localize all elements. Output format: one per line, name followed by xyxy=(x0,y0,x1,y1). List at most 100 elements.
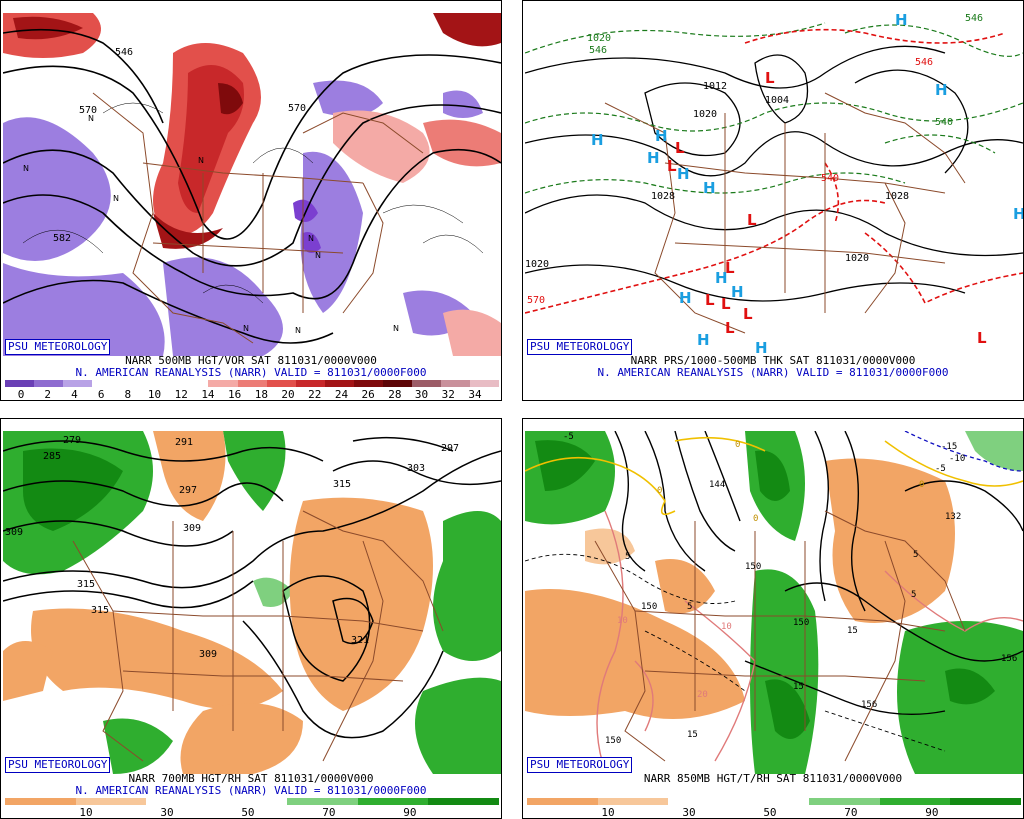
psu-meteorology-badge: PSU METEOROLOGY xyxy=(527,757,633,773)
map-700mb-rh: 279 285 291 297 309 315 315 309 321 297 … xyxy=(3,431,501,774)
colorbar-segment xyxy=(809,798,880,805)
colorbar-segment xyxy=(287,798,358,805)
contour-label: 546 xyxy=(915,57,933,68)
high-pressure-marker: H xyxy=(591,131,604,149)
colorbar-segment xyxy=(597,798,669,805)
colorbar-tick-label: 18 xyxy=(254,388,268,401)
colorbar-tick-label: 50 xyxy=(763,806,777,819)
colorbar-segment xyxy=(179,380,209,387)
contour-label: 309 xyxy=(199,649,217,660)
low-pressure-marker: L xyxy=(675,139,685,157)
contour-label: 1020 xyxy=(845,253,869,264)
contour-label: 297 xyxy=(441,443,459,454)
contour-label: 10 xyxy=(617,616,628,626)
contour-label: 546 xyxy=(589,45,607,56)
panel-500mb-vorticity: 546 570 570 582 N N N N N N N N N PSU ME… xyxy=(0,0,502,401)
low-pressure-marker: L xyxy=(747,211,757,229)
colorbar-tick-label: 30 xyxy=(682,806,696,819)
colorbar xyxy=(5,798,500,805)
high-pressure-marker: H xyxy=(731,283,744,301)
map-850mb-temp-rh: -5 -15 -10 -5 5 5 5 5 15 15 15 144 150 1… xyxy=(525,431,1023,774)
high-pressure-marker: H xyxy=(697,331,710,349)
colorbar-segment xyxy=(237,380,267,387)
colorbar-tick-label: 32 xyxy=(441,388,455,401)
colorbar-segment xyxy=(738,798,810,805)
colorbar-tick-label: 14 xyxy=(201,388,215,401)
map-label-n: N xyxy=(243,324,249,333)
contour-label: 0 xyxy=(657,486,662,496)
colorbar-segment xyxy=(34,380,64,387)
contour-label: 5 xyxy=(625,552,630,562)
colorbar-tick-label: 50 xyxy=(241,806,255,819)
contour-label: 0 xyxy=(735,440,740,450)
contour-label: 540 xyxy=(821,173,839,184)
colorbar-tick-label: 90 xyxy=(403,806,417,819)
colorbar xyxy=(5,380,500,387)
high-pressure-marker: H xyxy=(655,127,668,145)
colorbar-segment xyxy=(470,380,500,387)
contour-label: 0 xyxy=(919,480,924,490)
psu-meteorology-badge: PSU METEOROLOGY xyxy=(5,757,111,773)
rh700-map-graphic: 279 285 291 297 309 315 315 309 321 297 … xyxy=(3,431,501,774)
contour-label: 315 xyxy=(77,579,95,590)
colorbar-tick-label: 34 xyxy=(468,388,482,401)
contour-label: 570 xyxy=(79,105,97,116)
colorbar-segment xyxy=(146,798,217,805)
colorbar-segment xyxy=(382,380,412,387)
map-label-n: N xyxy=(113,194,119,203)
high-pressure-marker: H xyxy=(935,81,948,99)
pressure-map-graphic: 1012 1004 1020 1028 1020 1020 1028 570 5… xyxy=(525,13,1023,356)
contour-label: 5 xyxy=(911,590,916,600)
contour-label: 1020 xyxy=(525,259,549,270)
caption-line-2: N. AMERICAN REANALYSIS (NARR) VALID = 81… xyxy=(597,366,949,379)
contour-label: 150 xyxy=(605,736,621,746)
contour-label: 297 xyxy=(179,485,197,496)
caption-line-2: N. AMERICAN REANALYSIS (NARR) VALID = 81… xyxy=(75,366,427,379)
contour-label: 321 xyxy=(351,635,369,646)
low-pressure-marker: L xyxy=(765,69,775,87)
colorbar-segment xyxy=(266,380,296,387)
colorbar-tick-label: 8 xyxy=(124,388,132,401)
low-pressure-marker: L xyxy=(743,305,753,323)
colorbar-segment xyxy=(668,798,739,805)
contour-label: 303 xyxy=(407,463,425,474)
low-pressure-marker: L xyxy=(977,329,987,347)
high-pressure-marker: H xyxy=(677,165,690,183)
high-pressure-marker: H xyxy=(647,149,660,167)
contour-label: 144 xyxy=(709,480,725,490)
contour-label: 15 xyxy=(793,682,804,692)
colorbar-tick-label: 20 xyxy=(281,388,295,401)
colorbar-segment xyxy=(208,380,238,387)
psu-meteorology-badge: PSU METEOROLOGY xyxy=(527,339,633,355)
colorbar-tick-label: 12 xyxy=(174,388,188,401)
colorbar-segment xyxy=(5,380,35,387)
map-label-n: N xyxy=(315,251,321,260)
colorbar-tick-label: 4 xyxy=(71,388,78,401)
colorbar-segment xyxy=(92,380,122,387)
low-pressure-marker: L xyxy=(725,259,735,277)
colorbar-segment xyxy=(879,798,951,805)
contour-label: 150 xyxy=(793,618,809,628)
contour-label: 315 xyxy=(91,605,109,616)
colorbar-tick-label: 10 xyxy=(79,806,93,819)
contour-label: 15 xyxy=(687,730,698,740)
colorbar-tick-label: 6 xyxy=(97,388,105,401)
caption-line-1: NARR 850MB HGT/T/RH SAT 811031/0000V000 xyxy=(643,772,903,785)
vorticity-map-graphic: 546 570 570 582 N N N N N N N N N xyxy=(3,13,501,356)
colorbar-tick-label: 10 xyxy=(147,388,162,401)
map-label-n: N xyxy=(198,156,204,165)
contour-label: 1020 xyxy=(693,109,717,120)
high-pressure-marker: H xyxy=(895,13,908,29)
contour-label: -5 xyxy=(563,432,574,442)
contour-label: -5 xyxy=(935,464,946,474)
map-label-n: N xyxy=(308,234,314,243)
contour-label: 15 xyxy=(847,626,858,636)
contour-label: 309 xyxy=(183,523,201,534)
contour-label: 5 xyxy=(913,550,918,560)
temp850-map-graphic: -5 -15 -10 -5 5 5 5 5 15 15 15 144 150 1… xyxy=(525,431,1023,774)
colorbar-tick-label: 10 xyxy=(601,806,615,819)
contour-label: 0 xyxy=(753,514,758,524)
high-pressure-marker: H xyxy=(715,269,728,287)
map-label-n: N xyxy=(393,324,399,333)
caption-line-1: NARR 500MB HGT/VOR SAT 811031/0000V000 xyxy=(125,354,377,367)
